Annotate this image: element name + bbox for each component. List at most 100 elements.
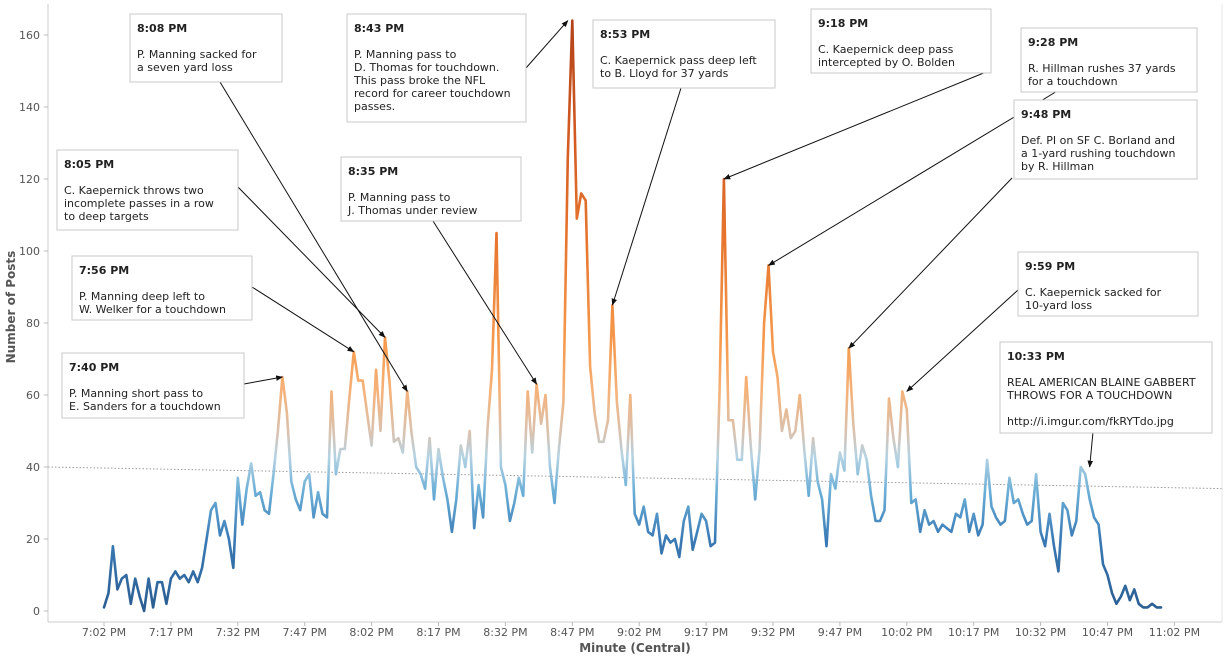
x-tick-label: 9:32 PM (751, 626, 795, 639)
reference-trend-line (47, 466, 1223, 490)
annotation-arrow (432, 220, 538, 385)
annotation-text-line: R. Hillman rushes 37 yards (1028, 62, 1176, 75)
posts-series-line (102, 19, 1163, 613)
annotation-text-line: C. Kaepernick sacked for (1025, 286, 1162, 299)
annotation-box (71, 255, 253, 321)
annotation-box (999, 341, 1213, 434)
x-tick-label: 7:47 PM (283, 626, 327, 639)
annotation-layer: 7:40 PM P. Manning short pass toE. Sander… (56, 8, 1213, 468)
annotation-text-line: THROWS FOR A TOUCHDOWN (1006, 389, 1172, 402)
annotation-box (1020, 27, 1198, 93)
annotation-arrow (611, 87, 682, 306)
annotation-text-line: P. Manning pass to (348, 191, 451, 204)
annotation-arrow (219, 81, 408, 392)
annotation-text-line: C. Kaepernick deep pass (818, 43, 954, 56)
y-tick-label: 140 (19, 101, 40, 114)
annotation-text-line: record for career touchdown (354, 87, 511, 100)
y-tick-label: 0 (33, 605, 40, 618)
annotation-text-line: D. Thomas for touchdown. (354, 61, 499, 74)
annotation-time: 7:56 PM (79, 264, 129, 277)
annotation-8-43-pm: 8:43 PM P. Manning pass toD. Thomas for t… (346, 13, 569, 123)
annotation-text-line: C. Kaepernick throws two (64, 184, 204, 197)
annotation-box (61, 352, 245, 419)
annotation-arrow (243, 375, 284, 385)
annotation-arrow (251, 286, 355, 353)
annotation-text-line: for a touchdown (1028, 75, 1118, 88)
annotation-time: 8:53 PM (600, 28, 650, 41)
x-tick-label: 10:47 PM (1082, 626, 1133, 639)
annotation-text-line: P. Manning pass to (354, 48, 457, 61)
annotation-arrow (848, 177, 1013, 349)
annotation-text-line: 10-yard loss (1025, 299, 1092, 312)
x-axis-title: Minute (Central) (579, 641, 691, 655)
y-tick-label: 160 (19, 29, 40, 42)
annotation-arrow (906, 289, 1019, 392)
annotation-text-line: to B. Lloyd for 37 yards (600, 67, 729, 80)
annotation-text-line: REAL AMERICAN BLAINE GABBERT (1007, 376, 1196, 389)
annotation-text-line: This pass broke the NFL (353, 74, 486, 87)
annotation-text-line: P. Manning short pass to (69, 387, 203, 400)
annotation-text-line: by R. Hillman (1021, 160, 1094, 173)
annotation-time: 9:59 PM (1025, 260, 1075, 273)
annotation-time: 9:48 PM (1021, 108, 1071, 121)
x-tick-label: 7:32 PM (216, 626, 260, 639)
annotation-arrow (237, 186, 386, 338)
x-tick-label: 8:47 PM (550, 626, 594, 639)
annotation-time: 7:40 PM (69, 361, 119, 374)
annotation-box (1017, 251, 1199, 317)
annotation-text-line: P. Manning sacked for (137, 48, 257, 61)
annotation-text-line: E. Sanders for a touchdown (69, 400, 221, 413)
x-tick-label: 9:17 PM (684, 626, 728, 639)
annotation-box (129, 13, 283, 83)
annotation-time: 8:05 PM (64, 158, 114, 171)
annotation-text-line: Def. PI on SF C. Borland and (1021, 134, 1175, 147)
annotation-box (346, 13, 527, 123)
y-tick-label: 40 (26, 461, 40, 474)
series-layer (102, 19, 1163, 613)
x-tick-label: 7:17 PM (149, 626, 193, 639)
y-tick-label: 60 (26, 389, 40, 402)
annotation-text-line: W. Welker for a touchdown (79, 303, 226, 316)
annotation-text-line: to deep targets (64, 210, 149, 223)
x-tick-label: 9:02 PM (617, 626, 661, 639)
annotation-box (56, 149, 239, 231)
annotation-text-line: a seven yard loss (137, 61, 233, 74)
grid-layer (47, 466, 1223, 490)
annotation-9-18-pm: 9:18 PM C. Kaepernick deep passintercepte… (723, 8, 992, 180)
annotation-7-56-pm: 7:56 PM P. Manning deep left toW. Welker … (71, 255, 355, 353)
x-tick-label: 7:02 PM (82, 626, 126, 639)
annotation-box (592, 19, 776, 89)
annotation-text-line: passes. (354, 100, 395, 113)
annotation-time: 9:18 PM (818, 17, 868, 30)
annotation-text-line: http://i.imgur.com/fkRYTdo.jpg (1007, 415, 1174, 428)
annotation-time: 8:43 PM (354, 22, 404, 35)
annotation-box (1013, 99, 1198, 180)
x-tick-label: 10:17 PM (948, 626, 999, 639)
annotation-8-35-pm: 8:35 PM P. Manning pass toJ. Thomas under… (340, 156, 538, 385)
annotation-time: 8:35 PM (348, 165, 398, 178)
x-tick-label: 8:32 PM (483, 626, 527, 639)
x-tick-label: 8:17 PM (416, 626, 460, 639)
x-tick-label: 8:02 PM (349, 626, 393, 639)
x-tick-label: 9:47 PM (818, 626, 862, 639)
y-tick-label: 120 (19, 173, 40, 186)
annotation-box (810, 8, 992, 74)
x-tick-label: 10:02 PM (881, 626, 932, 639)
annotation-time: 10:33 PM (1007, 350, 1065, 363)
annotation-10-33-pm: 10:33 PM REAL AMERICAN BLAINE GABBERTTHRO… (999, 341, 1213, 468)
y-tick-label: 100 (19, 245, 40, 258)
annotation-text-line: J. Thomas under review (347, 204, 477, 217)
axis-layer: 0 20 40 60 80 100 120 140 160 7:02 PM 7:17 PM 7:32 … (19, 4, 1223, 639)
x-tick-label: 11:02 PM (1149, 626, 1200, 639)
y-tick-label: 20 (26, 533, 40, 546)
y-tick-label: 80 (26, 317, 40, 330)
y-axis-title: Number of Posts (4, 251, 18, 364)
annotation-arrow (723, 69, 992, 180)
annotation-text-line: a 1-yard rushing touchdown (1021, 147, 1176, 160)
annotation-box (340, 156, 522, 222)
